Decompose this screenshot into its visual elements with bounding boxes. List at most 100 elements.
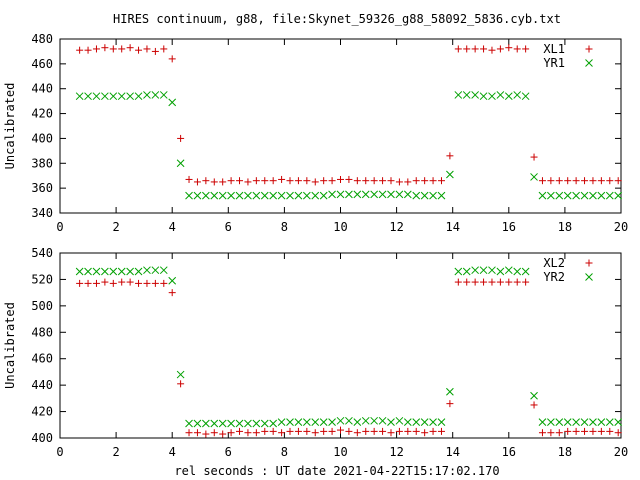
panel-2-yr2-point-49-d2: [488, 266, 496, 275]
panel-2-xl2-point-1: [84, 279, 92, 287]
panel-1-yr1-point-5-d2: [117, 92, 126, 101]
panel-1-xl1-point-23: [269, 177, 277, 185]
panel-1-yr1-point-17: [218, 191, 227, 200]
panel-2-yr2-point-62-d2: [597, 418, 606, 426]
x-axis-label: rel seconds : UT date 2021-04-22T15:17:0…: [174, 464, 499, 478]
panel-1-xl1-point-55: [538, 177, 546, 185]
panel-2-xl2-point-23: [269, 427, 277, 435]
panel-1-xl1-point-27: [303, 177, 311, 185]
panel-2-yr2-point-23: [269, 419, 278, 428]
panel-2-xl2-point-50: [496, 278, 504, 286]
panel-1-xl1-point-60: [581, 177, 589, 185]
panel-1-xl1-point-54: [530, 153, 538, 161]
panel-1-yr1-point-8-d2: [143, 91, 151, 99]
panel-1-xl1-point-51: [505, 44, 513, 52]
panel-2-yr2-point-32-d2: [345, 416, 353, 425]
panel-1-yr1-point-46: [462, 91, 471, 99]
panel-2-xl2-point-60: [581, 427, 589, 435]
panel-2-yr2-point-45-d2: [454, 267, 463, 276]
panel-2-xl2-point-24: [278, 429, 286, 437]
panel-2-yr2-point-1: [84, 267, 92, 276]
panel-1: 340 360 380 400 420 440 460 480 0 2 4 6 8 10 12 14 16 18 2…: [3, 32, 628, 234]
panel-2-xl2-point-31: [337, 426, 344, 434]
panel-2-ytick-label-0: 400: [31, 431, 53, 445]
panel-2-xl2-point-52: [513, 278, 521, 286]
panel-2-yr2-point-43-d2: [437, 418, 446, 426]
panel-2-ytick-label-1: 420: [31, 405, 53, 419]
panel-1-xtick-label-4: 8: [281, 220, 288, 234]
panel-2-yr2-point-15-d2: [202, 419, 210, 428]
panel-1-yr1-point-24: [277, 191, 286, 200]
panel-2-yr2-point-7-d2: [134, 267, 143, 276]
panel-2-yr2-point-60-d2: [580, 418, 589, 426]
panel-1-yr1-point-7-d2: [134, 92, 143, 101]
panel-2-yr2-point-18: [227, 419, 235, 428]
panel-1-ytick-label-0: 340: [31, 206, 53, 220]
panel-1-yr1-point-51: [504, 92, 513, 101]
panel-1-xl1-point-30: [328, 177, 336, 185]
panel-1-yr1-point-6: [126, 92, 134, 101]
panel-2-yr2-point-56-d2: [547, 418, 555, 426]
panel-1-xl1-point-37: [387, 177, 395, 185]
panel-2-xtick-label-0: 0: [56, 445, 63, 459]
chart-title: HIRES continuum, g88, file:Skynet_59326_…: [113, 12, 561, 26]
panel-2-xl2-point-59: [572, 427, 580, 435]
panel-2-ytick-label-5: 500: [31, 299, 53, 313]
panel-2-yr2-point-2: [92, 267, 101, 276]
panel-1-yr1-point-45-d2: [454, 91, 463, 99]
panel-1-xtick-label-7: 14: [445, 220, 459, 234]
panel-2-xl2-point-29: [320, 427, 328, 435]
panel-2-xl2-point-39: [404, 427, 412, 435]
panel-1-xl1-point-14: [193, 178, 201, 186]
panel-1-yr1-point-9: [151, 91, 160, 99]
panel-1-yr1-point-30: [328, 190, 336, 199]
panel-1-xl1-point-17: [219, 178, 227, 186]
panel-1-xtick-label-1: 2: [112, 220, 119, 234]
panel-2-xl2-point-53: [522, 278, 530, 286]
panel-2-yr2-point-17-d2: [218, 419, 227, 428]
panel-1-yr1-point-17-d2: [218, 191, 227, 200]
panel-2-yr2-point-33: [353, 418, 362, 426]
panel-1-xl1-point-12: [177, 134, 185, 142]
panel-1-legend-marker-yr1-d2: [585, 59, 593, 67]
panel-2-xl2-point-34: [362, 427, 370, 435]
panel-2-xl2-point-55: [538, 429, 546, 437]
panel-1-yr1-point-2-d2: [92, 92, 101, 101]
panel-1-yr1-point-37: [387, 190, 395, 199]
panel-1-yr1-point-61: [589, 191, 597, 200]
panel-1-yr1-point-16-d2: [210, 191, 219, 200]
panel-2-xl2-point-26: [294, 427, 302, 435]
panel-2-yr2-point-0-d2: [75, 267, 84, 276]
panel-1-yr1-point-27: [302, 191, 311, 200]
panel-1-ytick-label-5: 440: [31, 82, 53, 96]
panel-1-yr1-point-47-d2: [471, 91, 479, 99]
panel-1-xl1-point-11: [168, 55, 176, 63]
panel-2-legend-label-yr2: YR2: [543, 270, 565, 284]
panel-1-yr1-point-41-d2: [420, 191, 429, 200]
panel-1-xl1-point-38: [395, 178, 403, 186]
panel-2-xtick-label-8: 16: [502, 445, 516, 459]
panel-1-xl1-point-2: [92, 45, 100, 53]
panel-2-xl2-point-64: [614, 429, 622, 437]
panel-1-yr1-point-18-d2: [227, 191, 235, 200]
panel-2-xl2-point-6: [126, 278, 134, 286]
panel-1-yr1-point-47: [471, 91, 479, 99]
panel-1-yr1-point-34-d2: [361, 190, 370, 199]
panel-2-yr2-point-24: [277, 418, 286, 426]
panel-1-yr1-point-49-d2: [488, 92, 496, 101]
panel-1-xtick-label-0: 0: [56, 220, 63, 234]
panel-2-yr2-point-42-d2: [429, 418, 437, 426]
panel-1-yr1-point-63: [605, 191, 614, 200]
panel-2-yr2-point-59: [572, 418, 580, 426]
panel-1-xl1-point-43: [437, 177, 445, 185]
panel-2-ytick-label-4: 480: [31, 325, 53, 339]
panel-1-yr1-point-35-d2: [370, 190, 379, 199]
panel-1-yr1-point-64: [614, 191, 623, 200]
panel-2-xtick-label-4: 8: [281, 445, 288, 459]
panel-1-yr1-point-36: [378, 190, 387, 199]
panel-1-yr1-point-39: [403, 190, 412, 199]
panel-1-yr1-point-3-d2: [101, 92, 109, 101]
panel-1-yr1-point-28-d2: [311, 191, 320, 200]
panel-2-yr2-point-55: [538, 418, 547, 426]
